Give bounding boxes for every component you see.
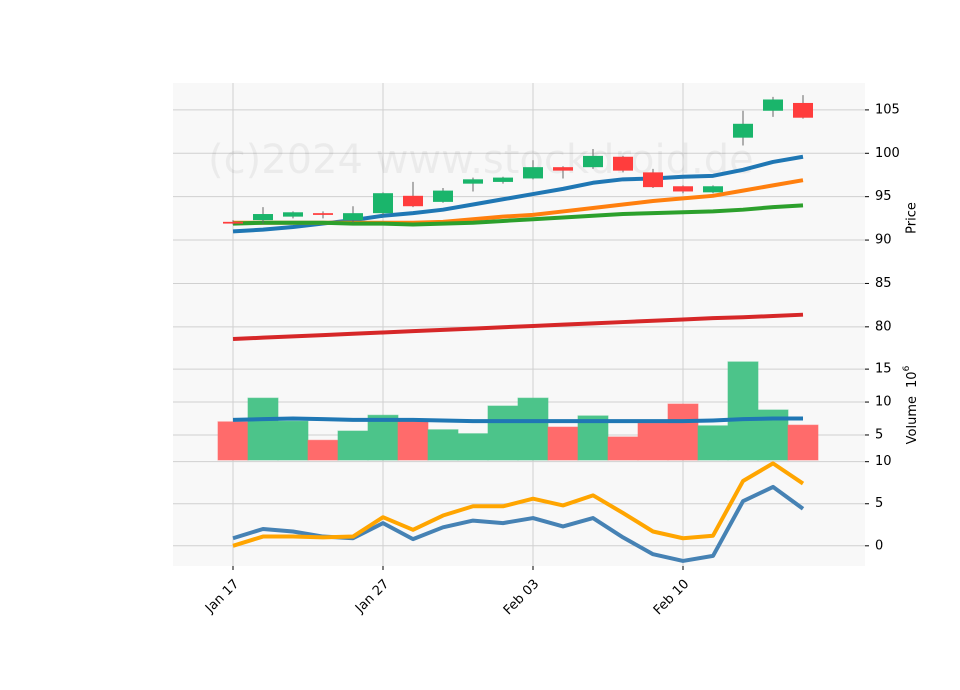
candle-body	[703, 186, 723, 193]
candle-body	[253, 214, 273, 221]
y-tick-label: 15	[875, 362, 892, 377]
volume-bar	[697, 425, 729, 461]
volume-bar	[277, 420, 309, 461]
line-series	[232, 203, 804, 227]
volume-bar	[727, 361, 759, 461]
candle-body	[313, 213, 333, 215]
volume-bar	[547, 426, 579, 461]
volume-bar	[787, 424, 819, 461]
candle-body	[523, 167, 543, 179]
volume-bar	[367, 414, 399, 461]
y-tick-label: 100	[875, 146, 900, 161]
volume-bar	[667, 403, 699, 461]
y-axis-scale-exponent: 6	[902, 365, 912, 371]
volume-bar	[487, 405, 519, 461]
y-tick-label: 10	[875, 395, 892, 410]
candle-body	[643, 172, 663, 188]
y-tick-label: 105	[875, 102, 900, 117]
candle-body	[433, 190, 453, 202]
volume-bar	[517, 397, 549, 461]
candle-body	[613, 156, 633, 171]
candle-body	[373, 193, 393, 214]
volume-bar	[577, 415, 609, 461]
candle-body	[223, 221, 243, 224]
line-series	[232, 312, 804, 341]
candle-body	[733, 123, 753, 138]
y-axis-label: Price	[905, 202, 920, 234]
volume-bar	[337, 430, 369, 461]
y-tick-label: 10	[875, 454, 892, 469]
y-axis-scale-base: 10	[905, 371, 920, 388]
y-axis-label: Volume 106	[902, 365, 920, 444]
candle-body	[673, 186, 693, 192]
volume-bar	[247, 397, 279, 461]
volume-bar	[637, 422, 669, 461]
candle-body	[463, 179, 483, 184]
candle-body	[793, 102, 813, 118]
panel-background	[173, 460, 865, 566]
volume-bar	[217, 421, 249, 461]
y-tick-label: 80	[875, 319, 892, 334]
candle-body	[583, 155, 603, 168]
candle-body	[553, 167, 573, 171]
candle-body	[283, 212, 303, 217]
volume-bar	[427, 429, 459, 461]
volume-bar	[307, 439, 339, 461]
y-tick-label: 5	[875, 496, 883, 511]
y-tick-label: 0	[875, 538, 883, 553]
volume-bar	[607, 436, 639, 461]
y-tick-label: 90	[875, 233, 892, 248]
line-series	[232, 416, 803, 424]
line-series	[232, 461, 805, 548]
y-axis-label-text: Volume	[905, 396, 920, 444]
y-tick-label: 95	[875, 189, 892, 204]
y-tick-label: 5	[875, 427, 883, 442]
candle-body	[343, 213, 363, 221]
candle-body	[763, 99, 783, 111]
candle-body	[493, 177, 513, 182]
candle-body	[403, 195, 423, 207]
y-tick-label: 85	[875, 276, 892, 291]
volume-bar	[457, 433, 489, 461]
volume-bar	[397, 419, 429, 461]
